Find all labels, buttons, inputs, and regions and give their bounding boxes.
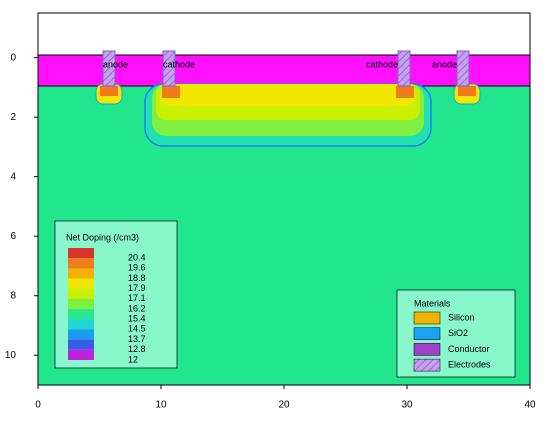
contact-doping — [396, 86, 414, 98]
material-swatch — [413, 311, 441, 325]
electrode — [162, 50, 176, 87]
material-label: Conductor — [448, 344, 490, 354]
doping-swatch — [68, 349, 94, 360]
electrode — [456, 50, 470, 87]
doping-swatch — [68, 298, 94, 310]
material-swatch — [413, 358, 441, 372]
doping-level-label: 17.9 — [128, 283, 146, 293]
doping-swatch — [68, 278, 94, 289]
electrode-label: anode — [103, 59, 128, 69]
doping-level-label: 14.5 — [128, 324, 146, 334]
anode-well-core — [458, 86, 476, 96]
doping-level-label: 16.2 — [128, 303, 146, 313]
doping-swatch — [68, 268, 94, 279]
material-label: SiO2 — [448, 328, 468, 338]
x-tick-label: 30 — [401, 400, 413, 411]
well-level — [162, 84, 414, 106]
electrode-label: anode — [432, 59, 457, 69]
doping-legend-title: Net Doping (/cm3) — [66, 232, 139, 242]
doping-level-label: 20.4 — [128, 252, 146, 262]
y-tick-label: 6 — [10, 231, 16, 242]
doping-level-label: 17.1 — [128, 293, 146, 303]
x-tick-label: 0 — [35, 400, 41, 411]
doping-level-label: 12.8 — [128, 344, 146, 354]
doping-swatch — [68, 309, 94, 320]
doping-level-label: 19.6 — [128, 263, 146, 273]
y-tick-label: 8 — [10, 290, 16, 301]
doping-swatch — [68, 329, 94, 340]
y-tick-label: 2 — [10, 112, 16, 123]
doping-swatch — [68, 258, 94, 269]
doping-level-label: 18.8 — [128, 273, 146, 283]
doping-swatch — [68, 248, 94, 259]
doping-level-label: 12 — [128, 354, 138, 364]
x-tick-label: 10 — [155, 400, 167, 411]
y-tick-label: 0 — [10, 52, 16, 63]
y-tick-label: 10 — [5, 350, 17, 361]
doping-swatch — [68, 319, 94, 330]
electrode-label: cathode — [163, 59, 195, 69]
material-swatch — [413, 327, 441, 340]
materials-legend-title: Materials — [414, 298, 451, 308]
material-swatch — [413, 343, 441, 356]
device-layers — [37, 13, 531, 385]
doping-swatch — [68, 288, 94, 299]
material-label: Silicon — [448, 312, 475, 322]
air-region — [38, 13, 530, 55]
y-tick-label: 4 — [10, 171, 16, 182]
x-tick-label: 40 — [524, 400, 536, 411]
electrode-label: cathode — [366, 59, 398, 69]
doping-swatch — [68, 339, 94, 350]
x-tick-label: 20 — [278, 400, 290, 411]
anode-well-core — [100, 86, 118, 96]
doping-level-label: 15.4 — [128, 314, 146, 324]
electrode — [102, 50, 116, 87]
contact-doping — [162, 86, 180, 98]
doping-level-label: 13.7 — [128, 334, 146, 344]
material-label: Electrodes — [448, 359, 491, 369]
electrode — [397, 50, 411, 87]
